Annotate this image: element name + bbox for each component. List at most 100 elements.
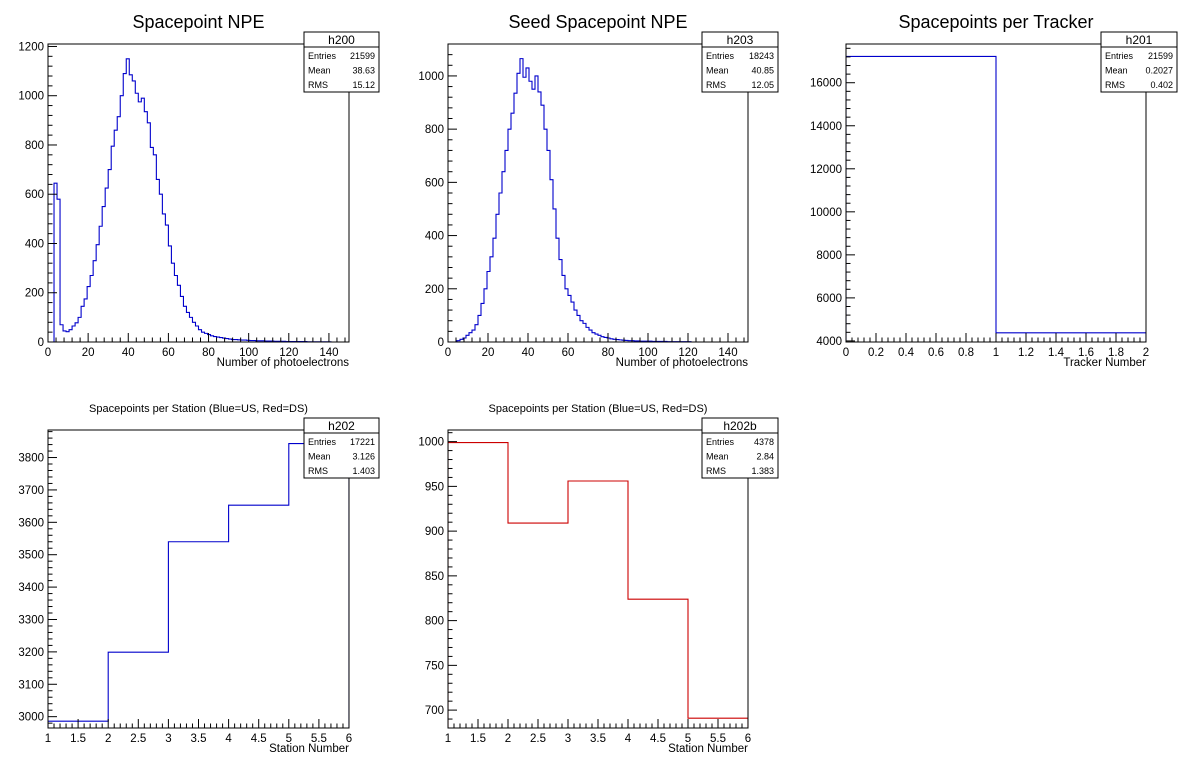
y-tick-label: 600 [425, 177, 444, 189]
x-tick-label: 6 [346, 733, 352, 745]
y-tick-label: 700 [425, 705, 444, 717]
x-tick-label: 2.5 [530, 733, 546, 745]
chart-title: Spacepoints per Tracker [898, 12, 1093, 32]
x-tick-label: 120 [678, 347, 697, 359]
stats-key: Entries [308, 437, 337, 447]
y-tick-label: 3600 [18, 517, 44, 529]
x-tick-label: 2 [505, 733, 511, 745]
x-tick-label: 100 [239, 347, 258, 359]
y-tick-label: 14000 [810, 121, 842, 133]
stats-value: 17221 [350, 437, 375, 447]
x-tick-label: 0 [843, 347, 849, 359]
y-tick-label: 800 [425, 124, 444, 136]
stats-key: Mean [308, 452, 331, 462]
histogram-line [846, 55, 1146, 342]
stats-key: RMS [308, 466, 328, 476]
x-tick-label: 1.2 [1018, 347, 1034, 359]
stats-key: Mean [706, 66, 729, 76]
stats-value: 1.383 [751, 466, 774, 476]
y-tick-label: 1200 [18, 41, 44, 53]
stats-value: 0.402 [1150, 80, 1173, 90]
x-tick-label: 60 [162, 347, 175, 359]
stats-box-frame [1100, 31, 1178, 93]
chart-h200: Spacepoint NPE 0 20 40 60 80 100 120 140 0 200 400 6… [18, 12, 380, 369]
y-tick-label: 3200 [18, 647, 44, 659]
y-tick-label: 800 [25, 140, 44, 152]
stats-key: RMS [1105, 80, 1125, 90]
x-tick-label: 20 [82, 347, 95, 359]
chart-h202: Spacepoints per Station (Blue=US, Red=DS… [18, 403, 380, 755]
histogram-line [53, 58, 337, 342]
y-tick-label: 0 [438, 337, 444, 349]
x-tick-label: 60 [562, 347, 575, 359]
y-tick-label: 4000 [816, 336, 842, 348]
x-tick-label: 140 [718, 347, 737, 359]
stats-value: 3.126 [352, 452, 375, 462]
x-axis-label: Number of photoelectrons [217, 357, 350, 369]
stats-value: 4378 [754, 437, 774, 447]
stats-value: 18243 [749, 51, 774, 61]
x-tick-label: 5 [685, 733, 691, 745]
stats-value: 40.85 [751, 66, 774, 76]
x-tick-label: 6 [745, 733, 751, 745]
x-tick-label: 4.5 [650, 733, 666, 745]
stats-value: 21599 [1148, 51, 1173, 61]
y-tick-label: 750 [425, 660, 444, 672]
stats-value: 2.84 [756, 452, 774, 462]
y-tick-label: 8000 [816, 250, 842, 262]
chart-title: Spacepoint NPE [132, 12, 264, 32]
histogram-line [456, 58, 697, 342]
y-tick-label: 600 [25, 189, 44, 201]
x-tick-label: 0 [45, 347, 51, 359]
x-tick-label: 5.5 [311, 733, 327, 745]
stats-key: Entries [308, 51, 337, 61]
x-tick-label: 80 [202, 347, 215, 359]
x-tick-label: 40 [122, 347, 135, 359]
y-tick-label: 3100 [18, 679, 44, 691]
stats-key: RMS [308, 80, 328, 90]
stats-key: RMS [706, 466, 726, 476]
y-tick-label: 10000 [810, 207, 842, 219]
x-tick-label: 100 [638, 347, 657, 359]
stats-key: Mean [706, 452, 729, 462]
x-tick-label: 0.6 [928, 347, 944, 359]
stats-value: 0.2027 [1145, 66, 1173, 76]
y-tick-label: 400 [25, 238, 44, 250]
x-axis-label: Number of photoelectrons [616, 357, 749, 369]
y-tick-label: 0 [38, 337, 44, 349]
chart-title: Seed Spacepoint NPE [508, 12, 687, 32]
stats-key: Mean [1105, 66, 1128, 76]
y-tick-label: 1000 [418, 71, 444, 83]
x-tick-label: 3 [165, 733, 171, 745]
y-tick-label: 3300 [18, 614, 44, 626]
stats-key: Mean [308, 66, 331, 76]
histogram-line [48, 443, 349, 728]
stats-name: h201 [1126, 33, 1153, 47]
x-tick-label: 2 [1143, 347, 1149, 359]
stats-box-frame [701, 31, 779, 93]
y-tick-label: 3700 [18, 485, 44, 497]
x-tick-label: 2 [105, 733, 111, 745]
x-tick-label: 1.5 [470, 733, 486, 745]
stats-box: h200 Entries 21599 Mean 38.63 RMS 15.12 [303, 31, 380, 93]
y-tick-label: 900 [425, 526, 444, 538]
x-tick-label: 3 [565, 733, 571, 745]
y-tick-label: 400 [425, 231, 444, 243]
x-tick-label: 3.5 [191, 733, 207, 745]
stats-name: h203 [727, 33, 754, 47]
x-tick-label: 0.8 [958, 347, 974, 359]
stats-box-frame [303, 31, 380, 93]
y-tick-label: 1000 [418, 437, 444, 449]
stats-key: Entries [706, 437, 735, 447]
x-tick-label: 20 [482, 347, 495, 359]
stats-value: 15.12 [352, 80, 375, 90]
chart-h203: Seed Spacepoint NPE 0 20 40 60 80 100 120 140 0 20… [418, 12, 779, 369]
y-tick-label: 800 [425, 616, 444, 628]
stats-box-frame [303, 417, 380, 479]
x-tick-label: 40 [522, 347, 535, 359]
x-tick-label: 1.4 [1048, 347, 1065, 359]
chart-h202b: Spacepoints per Station (Blue=US, Red=DS… [418, 403, 779, 755]
x-tick-label: 4.5 [251, 733, 267, 745]
stats-box: h202b Entries 4378 Mean 2.84 RMS 1.383 [701, 417, 779, 479]
stats-key: RMS [706, 80, 726, 90]
